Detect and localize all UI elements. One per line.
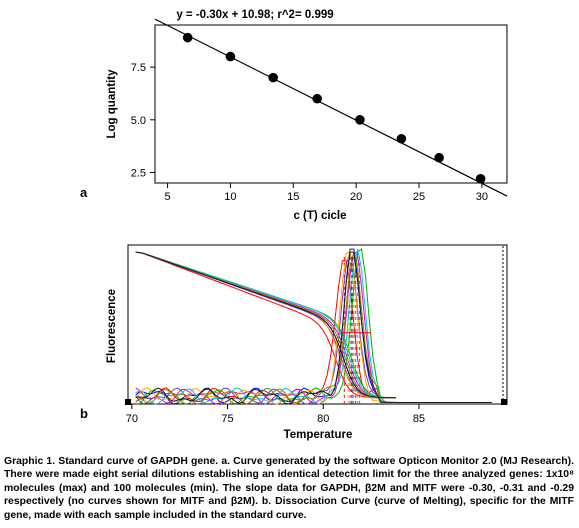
x-tick-label: 5 <box>165 191 171 203</box>
panel-b-left-marker <box>125 399 131 405</box>
panel-a-fit-line <box>154 18 508 197</box>
data-point <box>434 152 444 163</box>
x-tick-label: 10 <box>224 191 236 203</box>
derivative-peak <box>135 250 492 405</box>
panel-a-x-axis: 5 10 15 20 25 30 <box>165 183 488 203</box>
x-tick-label: 25 <box>413 191 425 203</box>
panel-b-plot-frame <box>127 244 508 405</box>
panel-b-curves <box>135 248 492 405</box>
panel-a-title: y = -0.30x + 10.98; r^2= 0.999 <box>176 9 333 21</box>
derivative-peak <box>135 251 492 405</box>
data-point <box>268 72 278 83</box>
panel-a-y-axis: 2.5 5.0 7.5 <box>131 62 155 179</box>
panel-a-letter: a <box>80 185 88 200</box>
data-point <box>396 133 407 144</box>
fluorescence-curve <box>135 251 396 399</box>
x-tick-label: 70 <box>126 413 138 425</box>
panel-b-x-axis: 70 75 80 85 <box>126 404 425 425</box>
derivative-peak <box>135 251 492 405</box>
panel-b-melting-curve: 70 75 80 85 Fluorescence Temperature b <box>80 244 508 441</box>
derivative-peak <box>135 248 492 405</box>
derivative-peak <box>135 248 492 405</box>
y-tick-label: 5.0 <box>131 115 146 127</box>
derivative-peak <box>135 250 492 405</box>
x-tick-label: 75 <box>221 413 233 425</box>
derivative-peak <box>135 251 492 405</box>
panel-a-plot-frame <box>154 24 508 184</box>
panel-b-x-axis-label: Temperature <box>284 429 353 441</box>
data-point <box>475 173 486 184</box>
panel-a-points <box>182 32 486 184</box>
data-point <box>182 32 193 43</box>
panel-b-letter: b <box>80 406 88 421</box>
derivative-peak <box>135 248 492 405</box>
x-tick-label: 85 <box>413 413 425 425</box>
x-tick-label: 20 <box>350 191 362 203</box>
x-tick-label: 15 <box>287 191 299 203</box>
data-point <box>312 93 322 104</box>
y-tick-label: 2.5 <box>131 167 146 179</box>
panel-b-right-marker <box>501 399 507 405</box>
fluorescence-curve <box>135 251 396 399</box>
panel-a-standard-curve: y = -0.30x + 10.98; r^2= 0.999 2.5 5.0 7.5… <box>80 9 508 222</box>
x-tick-label: 80 <box>317 413 329 425</box>
x-tick-label: 30 <box>476 191 488 203</box>
data-point <box>355 115 365 125</box>
fluorescence-curve <box>135 251 396 399</box>
panel-b-y-axis-label: Fluorescence <box>106 289 118 363</box>
y-tick-label: 7.5 <box>131 62 146 74</box>
data-point <box>225 51 236 62</box>
figure-caption: Graphic 1. Standard curve of GAPDH gene.… <box>4 456 574 521</box>
derivative-peak <box>135 259 492 405</box>
panel-a-y-axis-label: Log quantity <box>106 69 118 139</box>
panel-a-x-axis-label: c (T) cicle <box>293 210 346 222</box>
